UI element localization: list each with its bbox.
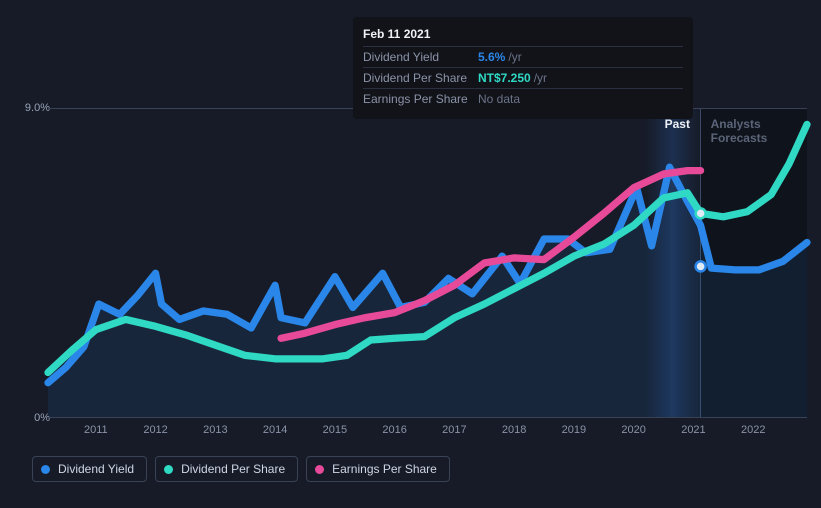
x-tick: 2016 xyxy=(382,424,406,436)
past-label[interactable]: Past xyxy=(665,117,690,131)
legend-toggle-dividend_yield[interactable]: Dividend Yield xyxy=(32,456,147,482)
x-tick: 2013 xyxy=(203,424,227,436)
tooltip-row: Earnings Per ShareNo data xyxy=(363,88,683,109)
x-tick: 2017 xyxy=(442,424,466,436)
plot-area: 9.0% 0% Past Analysts Forecasts xyxy=(14,108,807,418)
y-axis-max-label: 9.0% xyxy=(25,102,50,114)
tooltip-row: Dividend Yield5.6%/yr xyxy=(363,46,683,67)
hover-marker-dividend_yield xyxy=(696,261,706,271)
legend-dot-icon xyxy=(164,465,173,474)
tooltip-row-label: Dividend Per Share xyxy=(363,71,478,85)
chart-container: Feb 11 2021 Dividend Yield5.6%/yrDividen… xyxy=(0,0,821,482)
legend-label: Dividend Per Share xyxy=(181,462,285,476)
hover-tooltip: Feb 11 2021 Dividend Yield5.6%/yrDividen… xyxy=(353,17,693,119)
legend-dot-icon xyxy=(315,465,324,474)
x-tick: 2014 xyxy=(263,424,287,436)
tooltip-row-unit: /yr xyxy=(534,71,547,85)
marker-svg xyxy=(48,109,807,417)
legend-label: Dividend Yield xyxy=(58,462,134,476)
x-tick: 2012 xyxy=(143,424,167,436)
x-tick: 2015 xyxy=(323,424,347,436)
plot-inner[interactable]: Past Analysts Forecasts xyxy=(48,108,807,418)
x-tick: 2011 xyxy=(84,424,108,436)
x-tick: 2019 xyxy=(562,424,586,436)
legend-label: Earnings Per Share xyxy=(332,462,437,476)
x-tick: 2022 xyxy=(741,424,765,436)
tooltip-row-unit: /yr xyxy=(508,50,521,64)
x-axis: 2011 2012 2013 2014 2015 2016 2017 2018 2019 2020… xyxy=(48,418,807,438)
x-tick: 2018 xyxy=(502,424,526,436)
tooltip-row-label: Earnings Per Share xyxy=(363,92,478,106)
x-tick: 2021 xyxy=(681,424,705,436)
tooltip-row: Dividend Per ShareNT$7.250/yr xyxy=(363,67,683,88)
tooltip-row-value: NT$7.250 xyxy=(478,71,531,85)
forecast-label[interactable]: Analysts Forecasts xyxy=(711,117,807,145)
legend-toggle-dividend_per_share[interactable]: Dividend Per Share xyxy=(155,456,298,482)
legend-row: Dividend Yield Dividend Per Share Earnings… xyxy=(14,438,807,482)
x-tick: 2020 xyxy=(621,424,645,436)
legend-toggle-earnings_per_share[interactable]: Earnings Per Share xyxy=(306,456,450,482)
hover-marker-dividend_per_share xyxy=(696,208,706,218)
tooltip-row-nodata: No data xyxy=(478,92,520,106)
tooltip-date: Feb 11 2021 xyxy=(363,25,683,46)
tooltip-row-value: 5.6% xyxy=(478,50,505,64)
tooltip-row-label: Dividend Yield xyxy=(363,50,478,64)
legend-dot-icon xyxy=(41,465,50,474)
tooltip-rows: Dividend Yield5.6%/yrDividend Per ShareN… xyxy=(363,46,683,109)
